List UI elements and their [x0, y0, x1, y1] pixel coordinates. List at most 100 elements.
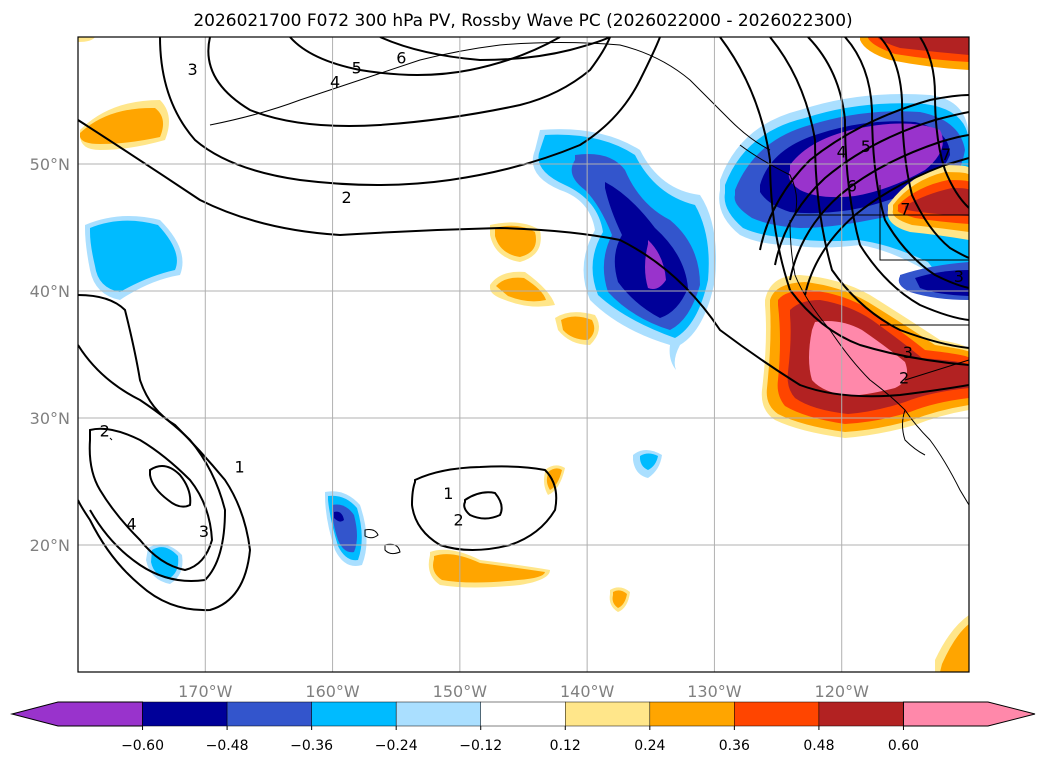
colorbar-tick-label: −0.36 — [290, 738, 333, 754]
contour-label: 1 — [235, 457, 245, 476]
colorbar-segment — [565, 701, 651, 727]
contour-label: 5 — [861, 137, 871, 156]
coast-bc — [739, 144, 798, 216]
coast-border-2 — [879, 185, 969, 261]
graticule — [78, 37, 969, 672]
contour-pv-6-north — [379, 37, 611, 62]
contour-label: 2 — [341, 188, 351, 207]
shade-hi-neg-4 — [334, 511, 344, 522]
shade-c-pos1-2 — [495, 225, 536, 257]
shade-se-pos-2 — [940, 624, 969, 672]
contour-label: 3 — [187, 60, 197, 79]
contour-pv-2-north — [78, 119, 969, 398]
colorbar-extend-max — [902, 701, 1036, 727]
x-tick-label: 140°W — [560, 682, 615, 701]
contour-label: 7 — [900, 199, 910, 218]
shade-tl-pos — [78, 37, 95, 42]
colorbar-extend-min — [10, 701, 144, 727]
contour-label: 2 — [100, 422, 110, 441]
colorbar-tick-label: 0.24 — [634, 738, 665, 754]
shade-neg-core — [645, 240, 666, 289]
coast-alaska — [209, 42, 771, 151]
colorbar-segment — [734, 701, 820, 727]
contour-pv-2-west — [78, 294, 252, 612]
shade-hi-pos-2 — [433, 554, 545, 583]
shade-c-pos2-2 — [496, 277, 546, 302]
x-tick-label: 160°W — [305, 682, 360, 701]
shade-nv-neg-core — [915, 270, 969, 296]
x-tick-label: 170°W — [178, 682, 233, 701]
x-axis-ticks: 170°W 160°W 150°W 140°W 130°W 120°W — [178, 682, 869, 701]
y-axis-ticks: 50°N 40°N 30°N 20°N — [30, 155, 70, 555]
coastlines — [109, 42, 969, 555]
coast-baja — [902, 409, 926, 456]
colorbar-tick-label: 0.36 — [719, 738, 750, 754]
contour-pv-7-east — [919, 37, 969, 209]
coast-westcoast — [789, 219, 969, 506]
contour-pv-trough-a — [759, 94, 969, 251]
contour-pv-3-east — [769, 37, 969, 349]
colorbar-segment — [395, 701, 481, 727]
shade-small-pos2-2 — [612, 590, 627, 608]
contour-label: 4 — [126, 514, 136, 533]
contour-pv-trough-c — [789, 134, 969, 281]
contour-label: 2 — [899, 368, 909, 387]
shade-neg-deep — [605, 182, 688, 318]
y-tick-label: 30°N — [30, 409, 70, 428]
shade-small-neg1-2 — [640, 453, 658, 470]
contour-pv-1-hawaii — [410, 465, 558, 551]
colorbar: −0.60 −0.48 −0.36 −0.24 −0.12 0.12 0.24 0.36 0.4… — [10, 701, 1036, 754]
colorbar-segment — [226, 701, 312, 727]
contour-label: 3 — [954, 267, 964, 286]
pv-contours — [78, 37, 969, 612]
y-tick-label: 50°N — [30, 155, 70, 174]
contour-label: 2 — [453, 511, 463, 530]
contour-label: 7 — [941, 145, 951, 164]
contour-pv-6-east — [879, 37, 969, 259]
colorbar-tick-label: −0.48 — [206, 738, 249, 754]
x-tick-label: 130°W — [687, 682, 742, 701]
colorbar-tick-label: 0.48 — [803, 738, 834, 754]
map-frame — [77, 36, 970, 673]
contour-pv-2-east — [719, 37, 969, 366]
contour-pv-4-north — [207, 37, 611, 127]
shade-c-pos3-2 — [561, 316, 595, 340]
contour-label: 4 — [330, 72, 340, 91]
x-tick-label: 150°W — [433, 682, 488, 701]
colorbar-segment — [649, 701, 735, 727]
y-tick-label: 20°N — [30, 536, 70, 555]
contour-label: 4 — [837, 142, 847, 161]
colorbar-segment — [480, 701, 566, 727]
contour-label: 5 — [352, 58, 362, 77]
contour-label: 3 — [199, 522, 209, 541]
contour-pv-3-north — [159, 37, 661, 186]
y-tick-label: 40°N — [30, 282, 70, 301]
x-tick-label: 120°W — [815, 682, 870, 701]
shade-sd-pos-4 — [904, 188, 969, 216]
contour-pv-trough-b — [774, 111, 969, 266]
contour-label: 3 — [903, 343, 913, 362]
contour-pv-1-west — [78, 344, 227, 582]
contour-pv-4-west — [149, 465, 192, 508]
contour-pv-3-west — [88, 427, 214, 572]
colorbar-segment — [142, 701, 228, 727]
contour-pv-trough-d — [804, 157, 969, 296]
contour-label: 6 — [396, 48, 406, 67]
contour-label: 1 — [443, 484, 453, 503]
colorbar-tick-label: −0.12 — [459, 738, 502, 754]
colorbar-segment — [818, 701, 904, 727]
colorbar-tick-label: −0.24 — [375, 738, 418, 754]
contour-pv-4-east — [807, 37, 969, 321]
coast-hawaii-1 — [364, 529, 379, 539]
coast-hawaii-2 — [384, 543, 401, 555]
shade-small-pos1-2 — [546, 468, 562, 490]
contour-pv-5-north — [289, 37, 561, 76]
contour-label: 6 — [847, 177, 857, 196]
shade-w-neg-2 — [90, 220, 177, 292]
colorbar-tick-label: 0.60 — [888, 738, 919, 754]
shade-pos-core — [809, 321, 908, 396]
colorbar-segment — [311, 701, 397, 727]
colorbar-tick-label: −0.60 — [121, 738, 164, 754]
contour-pv-2-hawaii — [463, 491, 503, 520]
